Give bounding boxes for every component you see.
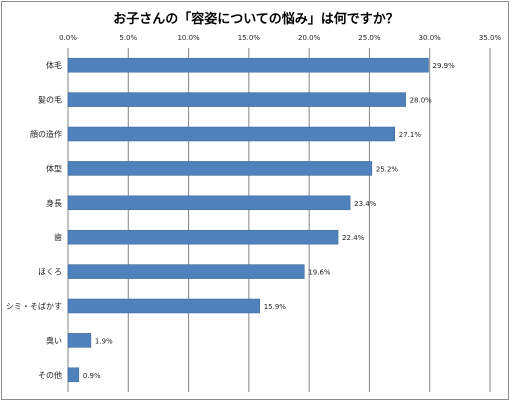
bar: [67, 229, 339, 245]
value-label: 0.9%: [83, 372, 101, 380]
value-label: 19.6%: [308, 269, 331, 277]
bar: [67, 264, 305, 279]
value-label: 1.9%: [95, 337, 113, 345]
bar: [67, 161, 373, 176]
value-label: 22.4%: [342, 234, 365, 242]
bars: [67, 57, 429, 383]
value-labels: 29.9% 28.0% 27.1% 25.2% 23.4% 22.4% 19.6% 15.9%…: [83, 62, 455, 380]
x-tick-label: 0.0%: [59, 34, 77, 42]
x-tick-label: 20.0%: [298, 34, 321, 42]
x-tick-label: 5.0%: [119, 34, 137, 42]
value-label: 28.0%: [410, 97, 433, 105]
value-label: 27.1%: [399, 131, 422, 139]
value-label: 23.4%: [354, 200, 377, 208]
category-label: 体型: [46, 163, 62, 173]
x-tick-label: 10.0%: [177, 34, 200, 42]
x-tick-label: 25.0%: [358, 34, 381, 42]
bar: [67, 126, 395, 142]
bar: [67, 298, 260, 314]
bar: [67, 57, 429, 73]
category-label: 髪の毛: [38, 95, 62, 105]
category-label: 体毛: [46, 60, 62, 70]
value-label: 25.2%: [376, 165, 399, 173]
bar: [67, 333, 92, 348]
bar: [67, 367, 80, 383]
bar: [67, 92, 406, 107]
category-label: 臭い: [46, 335, 62, 345]
x-tick-label: 35.0%: [479, 34, 502, 42]
x-tick-label: 30.0%: [419, 34, 442, 42]
x-axis-ticks: 0.0% 5.0% 10.0% 15.0% 20.0% 25.0% 30.0% 35.0%: [59, 34, 501, 42]
category-label: ほくろ: [38, 268, 62, 277]
category-label: 顔の造作: [30, 129, 62, 139]
value-label: 15.9%: [264, 303, 287, 311]
bar: [67, 195, 351, 211]
category-label: その他: [38, 370, 62, 380]
category-label: シミ・そばかす: [6, 302, 62, 311]
chart-title: お子さんの「容姿についての悩み」は何ですか？: [113, 12, 399, 27]
x-tick-label: 15.0%: [238, 34, 261, 42]
value-label: 29.9%: [433, 62, 456, 70]
category-label: 歯: [54, 232, 62, 242]
category-label: 身長: [46, 198, 62, 208]
